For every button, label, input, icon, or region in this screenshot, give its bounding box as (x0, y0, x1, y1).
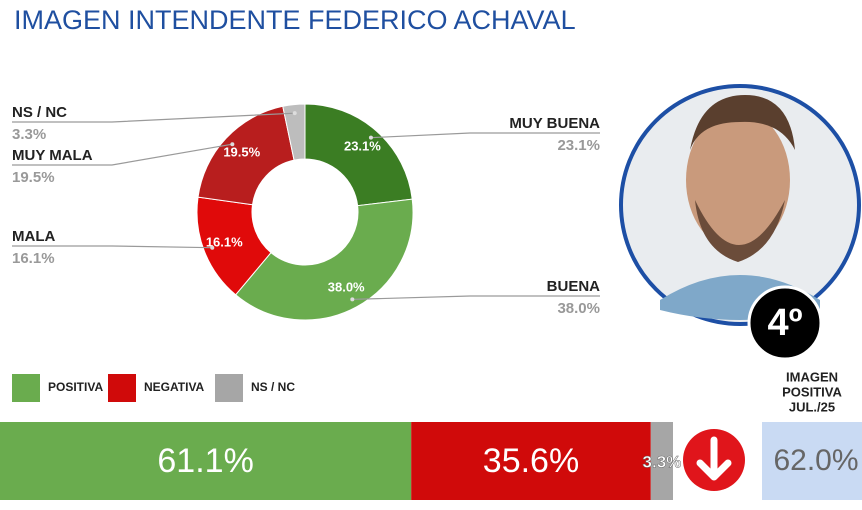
pie-slice (234, 198, 414, 321)
leader-dot (210, 245, 215, 250)
legend-swatch (108, 374, 136, 402)
category-label: MUY BUENA (509, 115, 600, 132)
leader-line (12, 245, 213, 249)
pie-slice (282, 103, 306, 161)
legend-label: NEGATIVA (144, 380, 205, 394)
title: IMAGEN INTENDENTE FEDERICO ACHAVAL (14, 5, 576, 35)
slice-label: 16.1% (206, 235, 243, 250)
leader-line (352, 295, 600, 300)
bar-segment (0, 422, 412, 500)
leader-line (12, 112, 295, 123)
category-value: 16.1% (12, 250, 55, 267)
bar-label: 3.3% (643, 452, 682, 471)
previous-box (762, 422, 862, 500)
slice-label: 38.0% (328, 279, 365, 294)
leader-dot (368, 135, 373, 140)
pie-slice (304, 103, 413, 207)
previous-value: 62.0% (773, 444, 858, 477)
rank: 4º (767, 302, 802, 344)
category-value: 19.5% (12, 169, 55, 186)
slice-label: 23.1% (344, 139, 381, 154)
category-value: 3.3% (12, 126, 46, 143)
leader-line (370, 132, 600, 139)
legend-swatch (215, 374, 243, 402)
category-value: 38.0% (557, 300, 600, 317)
leader-line (12, 143, 233, 166)
category-label: MALA (12, 228, 55, 245)
slice-label: 19.5% (223, 144, 260, 159)
previous-label: POSITIVA (782, 384, 842, 399)
bar-label: 61.1% (157, 442, 253, 480)
leader-dot (230, 142, 235, 147)
category-label: BUENA (547, 278, 601, 295)
bar-segment (650, 422, 673, 500)
bar-label: 35.6% (483, 442, 579, 480)
leader-dot (350, 297, 355, 302)
pie-slice (197, 105, 295, 206)
legend-label: POSITIVA (48, 380, 103, 394)
trend-arrow (683, 429, 745, 491)
category-label: NS / NC (12, 104, 67, 121)
leader-dot (292, 111, 297, 116)
category-label: MUY MALA (12, 147, 93, 164)
legend-swatch (12, 374, 40, 402)
category-value: 23.1% (557, 137, 600, 154)
previous-label: IMAGEN (786, 369, 838, 384)
portrait (619, 84, 861, 326)
legend-label: NS / NC (251, 380, 295, 394)
bar-segment (411, 422, 651, 500)
rank-badge (747, 285, 823, 361)
previous-label: JUL./25 (789, 399, 835, 414)
